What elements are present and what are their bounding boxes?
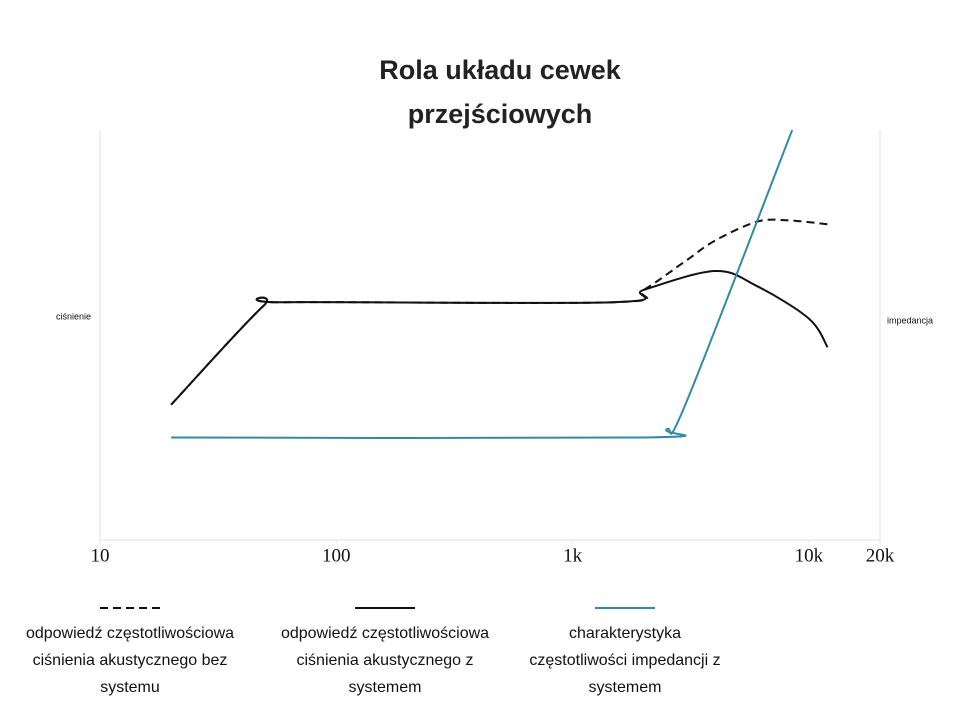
legend-label: odpowiedź częstotliwościowa ciśnienia ak…	[25, 625, 235, 696]
legend-label: charakterystyka częstotliwości impedancj…	[529, 625, 721, 696]
legend-label: odpowiedź częstotliwościowa ciśnienia ak…	[280, 625, 490, 696]
x-tick-label: 10k	[795, 545, 824, 566]
x-tick-label: 10	[91, 545, 110, 566]
chart-title: Rola układu cewek przejściowych	[379, 55, 621, 129]
y-axis-label: ciśnienie	[56, 311, 91, 321]
line-series	[171, 129, 794, 440]
y2-axis-label: impedancja	[887, 315, 933, 325]
line-series	[170, 218, 828, 406]
x-tick-label: 20k	[866, 545, 895, 566]
x-tick-label: 1k	[563, 545, 583, 566]
x-tick-label: 100	[322, 545, 351, 566]
line-series	[170, 270, 829, 406]
